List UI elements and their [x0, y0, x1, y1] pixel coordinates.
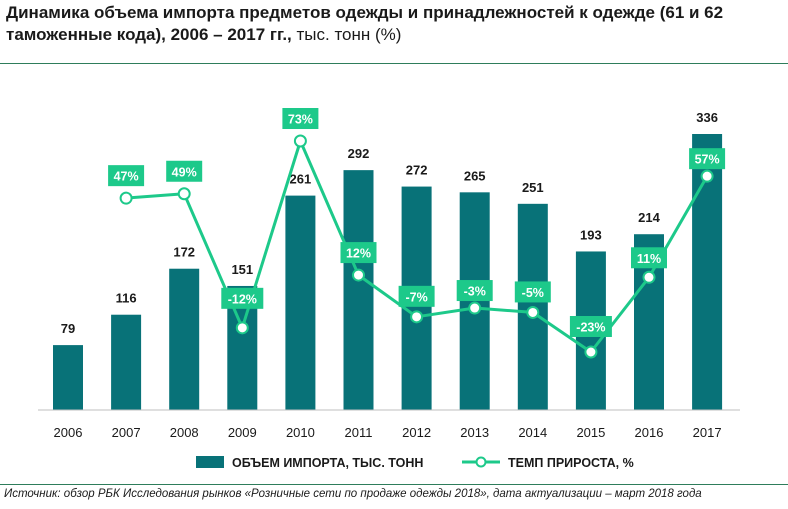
bar-2007	[111, 314, 142, 410]
growth-label-2007: 47%	[114, 170, 139, 184]
bar-2011	[343, 170, 374, 410]
x-tick-2014: 2014	[518, 425, 547, 440]
growth-label-2016: 11%	[637, 252, 661, 266]
growth-point-2009	[235, 321, 249, 335]
chart-title-units: тыс. тонн (%)	[291, 25, 402, 44]
bar-2008	[169, 268, 200, 410]
bar-label-2008: 172	[173, 245, 195, 260]
bar-label-2014: 251	[522, 180, 544, 195]
growth-label-box-2012	[398, 285, 435, 307]
growth-label-2008: 49%	[172, 165, 197, 179]
bar-2010	[285, 195, 316, 410]
x-tick-2012: 2012	[402, 425, 431, 440]
bar-label-2009: 151	[231, 262, 253, 277]
source-note: Источник: обзор РБК Исследования рынков …	[4, 488, 702, 500]
growth-point-2013	[468, 301, 482, 315]
bar-2013	[459, 192, 490, 410]
bottom-divider	[0, 484, 788, 485]
bar-label-2012: 272	[406, 163, 428, 178]
x-tick-2011: 2011	[345, 425, 373, 440]
top-divider	[0, 63, 788, 64]
bar-2006	[53, 345, 83, 410]
growth-point-2014	[526, 305, 540, 319]
growth-point-2011	[352, 268, 365, 282]
bar-label-2017: 336	[696, 110, 718, 125]
x-tick-2017: 2017	[693, 425, 722, 440]
x-tick-2015: 2015	[576, 425, 605, 440]
growth-label-box-2007	[108, 165, 145, 187]
x-ticks: 2006 2007 2008 2009 2010 2011 2012 2013 2014 2015…	[54, 425, 722, 440]
growth-label-2017: 57%	[695, 153, 720, 167]
growth-label-2011: 12%	[346, 247, 371, 261]
growth-point-2015	[584, 345, 598, 359]
growth-points: 47% 49% -12% 73% 12% -7% -3% -5% -23% 11% 57%	[108, 108, 726, 359]
chart: 2006 2007 2008 2009 2010 2011 2012 2013 2014 2015…	[38, 108, 740, 470]
legend: ОБЪЕМ ИМПОРТА, ТЫС. ТОНН ТЕМП ПРИРОСТА, …	[196, 456, 634, 470]
growth-label-2014: -5%	[522, 286, 544, 300]
x-tick-2013: 2013	[460, 425, 489, 440]
legend-bar-label: ОБЪЕМ ИМПОРТА, ТЫС. ТОНН	[232, 456, 423, 470]
growth-point-2016	[642, 270, 656, 284]
x-tick-2016: 2016	[635, 425, 664, 440]
bar-label-2016: 214	[638, 210, 660, 225]
growth-point-2017	[700, 169, 714, 183]
x-tick-2009: 2009	[228, 425, 257, 440]
chart-title: Динамика объема импорта предметов одежды…	[6, 2, 782, 46]
growth-label-2010: 73%	[288, 113, 313, 127]
growth-label-box-2017	[689, 148, 726, 170]
legend-bar-swatch	[196, 456, 224, 468]
legend-line-label: ТЕМП ПРИРОСТА, %	[508, 456, 634, 470]
growth-label-box-2008	[166, 160, 203, 182]
growth-label-2013: -3%	[464, 285, 486, 299]
bar-label-2011: 292	[348, 146, 370, 161]
growth-label-box-2014	[514, 281, 551, 303]
x-tick-2006: 2006	[54, 425, 83, 440]
growth-label-2015: -23%	[576, 321, 605, 335]
growth-label-2009: -12%	[228, 292, 257, 306]
bar-label-2015: 193	[580, 227, 602, 242]
bar-labels: 79 116 172 151 261 292 272 265 251 193 214 336	[61, 110, 718, 336]
growth-point-2008	[177, 187, 191, 201]
growth-label-box-2013	[456, 280, 493, 302]
growth-point-2010	[293, 134, 307, 148]
bar-label-2010: 261	[290, 172, 312, 187]
chart-title-bold: Динамика объема импорта предметов одежды…	[6, 3, 724, 44]
x-tick-2010: 2010	[286, 425, 315, 440]
growth-point-2012	[410, 310, 424, 324]
growth-label-box-2011	[340, 242, 377, 264]
bar-label-2007: 116	[116, 291, 137, 306]
x-tick-2008: 2008	[170, 425, 199, 440]
growth-point-2007	[119, 191, 133, 205]
growth-label-box-2010	[282, 108, 319, 129]
bar-series	[53, 134, 723, 410]
bar-label-2006: 79	[61, 321, 75, 336]
x-tick-2007: 2007	[112, 425, 141, 440]
legend-line-marker	[475, 456, 487, 468]
bar-label-2013: 265	[464, 168, 486, 183]
growth-label-box-2016	[631, 247, 667, 269]
growth-label-2012: -7%	[405, 290, 427, 304]
growth-label-box-2009	[221, 287, 264, 309]
growth-label-box-2015	[569, 316, 612, 337]
